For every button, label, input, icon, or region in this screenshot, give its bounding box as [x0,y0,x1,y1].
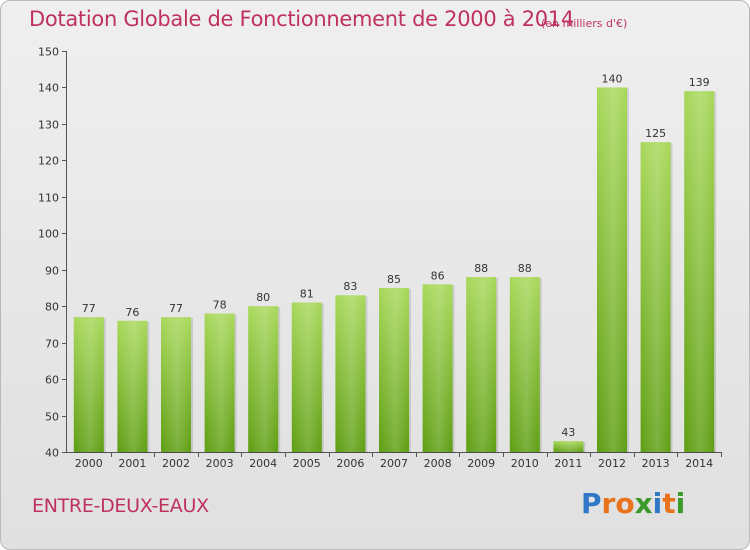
y-tick-label: 130 [38,119,59,132]
bar-highlight [73,317,104,452]
y-tick-label: 80 [45,301,59,314]
bar-highlight [379,287,409,452]
y-tick-label: 110 [38,192,59,205]
data-labels: 77 76 77 78 80 81 83 85 86 88 88 43 140 125 139 [82,72,710,439]
y-tick-label: 90 [45,265,59,278]
y-tick-label: 70 [45,338,59,351]
x-tick-label: 2000 [75,457,103,470]
y-tick-label: 120 [38,155,59,168]
y-tick-label: 140 [38,82,59,95]
data-label: 88 [518,262,532,275]
y-tick-label: 150 [38,46,59,59]
x-tick-label: 2014 [685,457,713,470]
x-tick-label: 2006 [336,457,364,470]
logo-letter: P [581,487,602,520]
x-tick-label: 2001 [118,457,146,470]
y-tick-label: 60 [45,374,59,387]
bar-highlight [335,295,366,452]
bar-highlight [291,302,322,452]
unit-note: (en milliers d'€) [541,17,628,30]
x-tick-label: 2009 [467,457,495,470]
chart-title: Dotation Globale de Fonctionnement de 20… [29,7,574,31]
bars [73,87,717,454]
bar-highlight [597,87,627,453]
logo-letter: t [662,487,676,520]
x-tick-label: 2004 [249,457,277,470]
bar-highlight [204,313,235,452]
data-label: 86 [431,269,445,282]
bar-highlight [684,91,715,452]
x-tick-label: 2007 [380,457,408,470]
x-tick-label: 2013 [642,457,670,470]
x-tick-label: 2005 [293,457,321,470]
logo-letter: o [615,487,635,520]
axes: 40 50 60 70 80 90 100 110 120 130 140 150 2000 2001 20… [38,46,722,470]
data-label: 81 [300,288,314,301]
data-label: 125 [645,127,666,140]
data-label: 80 [256,291,270,304]
bar-highlight [117,320,148,452]
data-label: 78 [213,298,227,311]
x-tick-label: 2003 [206,457,234,470]
bar-highlight [640,142,671,453]
x-tick-label: 2010 [511,457,539,470]
data-label: 88 [474,262,488,275]
x-tick-label: 2012 [598,457,626,470]
y-tick-label: 40 [45,447,59,460]
data-label: 139 [689,76,710,89]
logo-letter: i [675,487,686,520]
commune-name: ENTRE-DEUX-EAUX [32,495,209,517]
bar-highlight [466,277,497,452]
x-tick-label: 2008 [424,457,452,470]
bar-highlight [422,284,453,452]
logo-letter: x [634,487,653,520]
data-label: 77 [82,302,96,315]
y-tick-label: 50 [45,411,59,424]
bar-highlight [509,277,540,452]
data-label: 43 [561,426,575,439]
logo-letter: i [652,487,663,520]
data-label: 83 [343,280,357,293]
bar-highlight [161,317,191,452]
x-tick-label: 2002 [162,457,190,470]
y-tick-label: 100 [38,228,59,241]
bar-highlight [248,306,279,452]
data-label: 85 [387,273,401,286]
data-label: 76 [125,306,139,319]
x-tick-label: 2011 [554,457,582,470]
logo-letter: r [601,487,616,520]
bar-highlight [553,441,584,452]
data-label: 140 [602,72,623,85]
proxiti-logo[interactable]: Proxiti [581,487,685,520]
data-label: 77 [169,302,183,315]
